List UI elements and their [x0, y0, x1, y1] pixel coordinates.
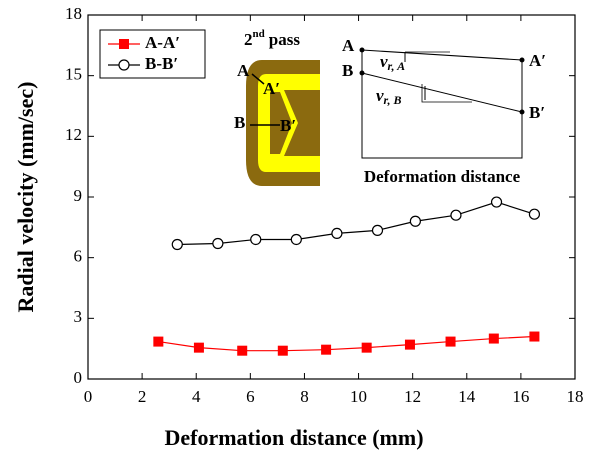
schematic-x-label: Deformation distance — [364, 167, 521, 186]
schematic-label-a2: A′ — [529, 51, 546, 70]
y-tick-label: 15 — [65, 65, 82, 84]
marker — [404, 339, 415, 350]
legend-label: B-B′ — [145, 54, 178, 73]
y-tick-label: 9 — [74, 186, 83, 205]
series-line — [158, 335, 535, 352]
pass-label: 2nd pass — [244, 28, 300, 49]
x-tick-label: 6 — [246, 387, 255, 406]
marker — [321, 344, 332, 355]
y-tick-label: 0 — [74, 368, 83, 387]
x-tick-label: 4 — [192, 387, 201, 406]
schematic-label-a: A — [342, 36, 355, 55]
velocity-symbol: v — [376, 86, 384, 105]
y-tick-label: 12 — [65, 125, 82, 144]
shape-label-a: A — [237, 61, 250, 80]
schematic — [359, 47, 525, 159]
x-tick-label: 10 — [350, 387, 367, 406]
marker — [528, 208, 541, 220]
x-tick-label: 14 — [458, 387, 476, 406]
legend-label: A-A′ — [145, 33, 180, 52]
x-tick-label: 16 — [512, 387, 529, 406]
legend-box — [99, 29, 206, 79]
marker — [331, 227, 343, 239]
marker — [212, 237, 224, 250]
marker — [119, 39, 129, 49]
marker — [171, 238, 183, 251]
shape-label-b: B — [234, 113, 245, 132]
marker — [488, 333, 499, 344]
y-tick-label: 6 — [74, 247, 83, 266]
marker — [490, 196, 503, 208]
marker — [450, 209, 462, 221]
velocity-a-sub: r, A — [388, 59, 406, 73]
schematic-label-b: B — [342, 61, 353, 80]
x-tick-label: 12 — [404, 387, 421, 406]
y-axis-title: Radial velocity (mm/sec) — [13, 82, 38, 313]
series-line — [177, 201, 535, 246]
velocity-symbol: v — [380, 52, 388, 71]
marker — [290, 233, 302, 246]
shape-label-b2: B′ — [280, 116, 296, 135]
marker — [237, 345, 248, 356]
velocity-b-sub: r, B — [384, 93, 402, 107]
velocity-b-label: vr, B — [376, 86, 402, 107]
schematic-label-b2: B′ — [529, 103, 545, 122]
marker — [118, 59, 130, 71]
marker — [371, 224, 384, 236]
pass-suffix: nd — [253, 28, 265, 40]
pass-text: pass — [269, 30, 301, 49]
marker — [250, 233, 262, 246]
marker — [277, 345, 288, 356]
pass-number: 2 — [244, 30, 253, 49]
workpiece-shape — [246, 60, 320, 186]
marker — [445, 336, 456, 347]
velocity-a-label: vr, A — [380, 52, 405, 73]
x-tick-label: 0 — [84, 387, 93, 406]
marker — [361, 342, 372, 353]
x-tick-label: 18 — [567, 387, 584, 406]
y-tick-label: 18 — [65, 4, 82, 23]
shape-label-a2: A′ — [263, 79, 280, 98]
x-tick-label: 8 — [300, 387, 309, 406]
y-tick-label: 3 — [74, 307, 83, 326]
marker — [529, 331, 540, 342]
x-axis-title: Deformation distance (mm) — [164, 425, 423, 450]
marker — [193, 342, 204, 353]
marker — [409, 215, 421, 227]
x-tick-label: 2 — [138, 387, 147, 406]
marker — [153, 336, 164, 347]
